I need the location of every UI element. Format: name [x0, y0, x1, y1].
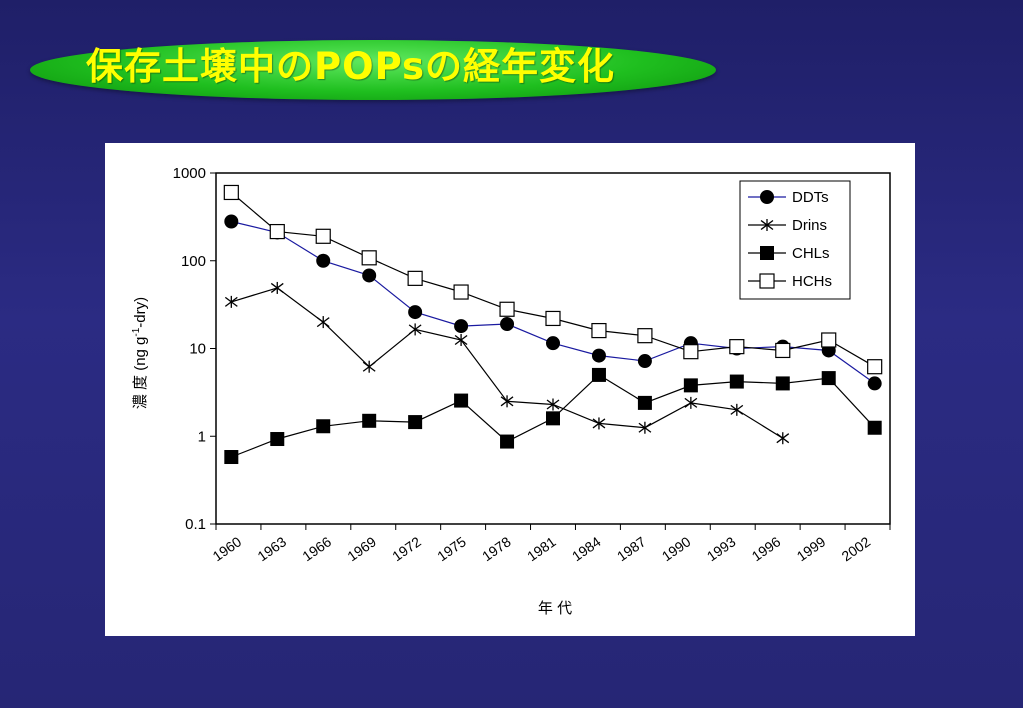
legend-label: HCHs [792, 273, 832, 290]
data-point-hchs [499, 301, 515, 317]
data-point-drins [500, 395, 514, 408]
data-point-hchs [315, 228, 331, 244]
data-point-chls [454, 393, 469, 408]
data-point-ddts [637, 354, 652, 369]
x-tick-label: 1981 [524, 533, 559, 564]
data-point-drins [408, 323, 422, 336]
data-point-chls [270, 432, 285, 447]
title-banner-ellipse [30, 40, 716, 100]
data-point-hchs [821, 332, 837, 348]
x-tick-label: 1966 [299, 533, 334, 564]
legend-marker [760, 219, 774, 231]
data-point-hchs [683, 344, 699, 360]
data-point-hchs [867, 359, 883, 375]
y-tick-label: 100 [181, 253, 206, 270]
x-tick-label: 1999 [794, 533, 829, 564]
y-tick-label: 1 [198, 428, 206, 445]
data-point-drins [592, 417, 606, 430]
legend-item-drins: Drins [748, 217, 827, 234]
x-tick-label: 1975 [434, 533, 469, 564]
data-point-drins [270, 281, 284, 294]
data-point-ddts [591, 348, 606, 363]
y-tick-label: 1000 [173, 165, 206, 182]
data-point-chls [821, 371, 836, 386]
data-point-chls [729, 374, 744, 389]
x-tick-label: 1996 [749, 533, 784, 564]
x-tick-label: 1993 [704, 533, 739, 564]
data-point-drins [224, 295, 238, 308]
data-point-chls [867, 420, 882, 435]
data-point-chls [683, 378, 698, 393]
data-point-chls [500, 434, 515, 449]
data-point-chls [546, 411, 560, 426]
data-point-hchs [223, 184, 239, 201]
legend-label: DDTs [792, 189, 829, 206]
data-point-ddts [867, 376, 882, 391]
x-tick-label: 1978 [479, 533, 514, 564]
data-point-chls [408, 415, 423, 430]
legend-label: CHLs [792, 245, 830, 262]
y-axis-label: 濃 度 (ng g-1-dry) [131, 297, 149, 409]
x-axis-label: 年 代 [538, 600, 572, 617]
data-point-ddts [546, 336, 560, 351]
data-point-hchs [637, 328, 653, 344]
data-point-ddts [500, 317, 515, 332]
x-tick-label: 1984 [569, 533, 604, 564]
legend-item-ddts: DDTs [748, 189, 829, 206]
x-tick-label: 1969 [344, 533, 379, 564]
data-point-chls [362, 413, 377, 428]
legend-marker [760, 246, 774, 260]
x-tick-label: 1987 [614, 533, 649, 564]
data-point-hchs [591, 322, 607, 339]
legend-item-chls: CHLs [748, 245, 830, 262]
legend-item-hchs: HCHs [748, 273, 832, 290]
data-point-hchs [545, 310, 561, 327]
y-axis-ticks: 1000 100 10 1 0.1 [173, 165, 216, 533]
data-point-drins [684, 396, 698, 409]
data-point-ddts [362, 268, 377, 283]
x-tick-label: 2002 [839, 533, 874, 564]
data-point-ddts [316, 253, 331, 268]
series-layer [223, 184, 883, 465]
y-tick-label: 0.1 [185, 516, 206, 533]
series-chls [224, 367, 882, 465]
data-point-chls [775, 376, 790, 391]
chart-panel: 1000 100 10 1 0.1 1960 1963 1966 1969 1972 1975 19… [105, 143, 915, 636]
data-point-ddts [224, 214, 239, 229]
legend-marker [760, 190, 774, 204]
slide-title: 保存土壌中のPOPsの経年変化 [86, 45, 616, 88]
x-tick-label: 1963 [254, 533, 289, 564]
data-point-drins [776, 432, 790, 445]
data-point-chls [637, 395, 652, 410]
data-point-drins [316, 316, 330, 329]
data-point-ddts [408, 305, 423, 320]
x-tick-label: 1960 [209, 533, 244, 564]
data-point-ddts [454, 319, 469, 334]
legend: DDTs Drins CHLs HCHs [739, 180, 851, 300]
data-point-drins [730, 403, 744, 416]
data-point-drins [638, 421, 652, 434]
data-point-chls [316, 419, 331, 434]
series-hchs [223, 184, 883, 375]
data-point-hchs [361, 250, 377, 266]
legend-box [739, 180, 851, 300]
x-tick-label: 1990 [659, 533, 694, 564]
data-point-hchs [407, 270, 423, 286]
data-point-chls [591, 367, 606, 382]
series-drins [224, 281, 790, 445]
data-point-hchs [269, 223, 285, 240]
legend-marker [759, 273, 775, 289]
data-point-chls [224, 450, 239, 465]
data-point-drins [454, 333, 468, 346]
x-axis-ticks: 1960 1963 1966 1969 1972 1975 1978 1981 1984 1987… [209, 524, 891, 564]
y-tick-label: 10 [189, 341, 206, 358]
data-point-hchs [729, 339, 745, 355]
data-point-drins [362, 360, 376, 373]
x-tick-label: 1972 [389, 533, 424, 564]
data-point-drins [546, 398, 560, 411]
data-point-hchs [775, 342, 791, 359]
data-point-hchs [453, 284, 469, 300]
legend-label: Drins [792, 217, 827, 234]
